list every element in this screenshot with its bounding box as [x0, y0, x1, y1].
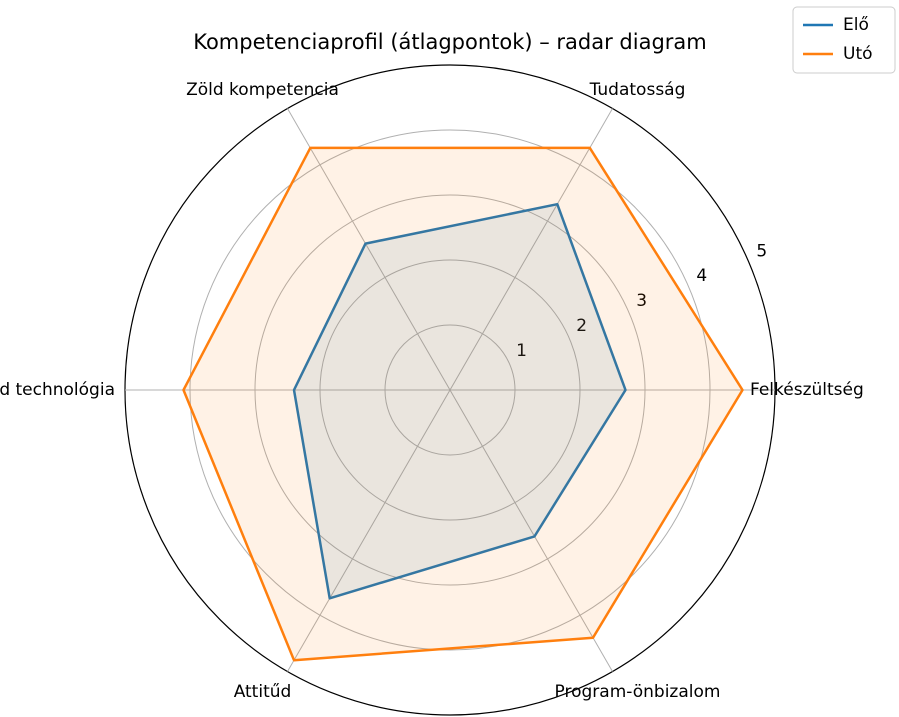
- r-tick-label: 3: [636, 291, 647, 311]
- r-tick-label: 5: [756, 241, 767, 261]
- spoke: [449, 108, 613, 391]
- category-label: Zöld technológia: [0, 380, 115, 400]
- r-tick-label: 2: [576, 316, 587, 336]
- category-label: Attitűd: [234, 682, 292, 702]
- category-label: Program-önbizalom: [555, 682, 721, 702]
- spoke: [449, 389, 613, 672]
- chart-title: Kompetenciaprofil (átlagpontok) – radar …: [193, 30, 707, 54]
- spoke: [287, 108, 451, 391]
- legend-label: Utó: [843, 44, 873, 64]
- r-tick-label: 1: [516, 341, 527, 361]
- category-label: Tudatosság: [589, 80, 686, 100]
- series-line: [182, 146, 744, 662]
- category-label: Zöld kompetencia: [186, 80, 339, 100]
- series-line: [292, 202, 627, 600]
- series-area: [294, 204, 626, 599]
- r-tick-label: 4: [696, 266, 707, 286]
- legend-label: Elő: [843, 15, 869, 35]
- series-area: [183, 147, 743, 661]
- spoke: [287, 389, 451, 672]
- category-label: Felkészültség: [750, 380, 864, 400]
- legend-box: [792, 6, 896, 74]
